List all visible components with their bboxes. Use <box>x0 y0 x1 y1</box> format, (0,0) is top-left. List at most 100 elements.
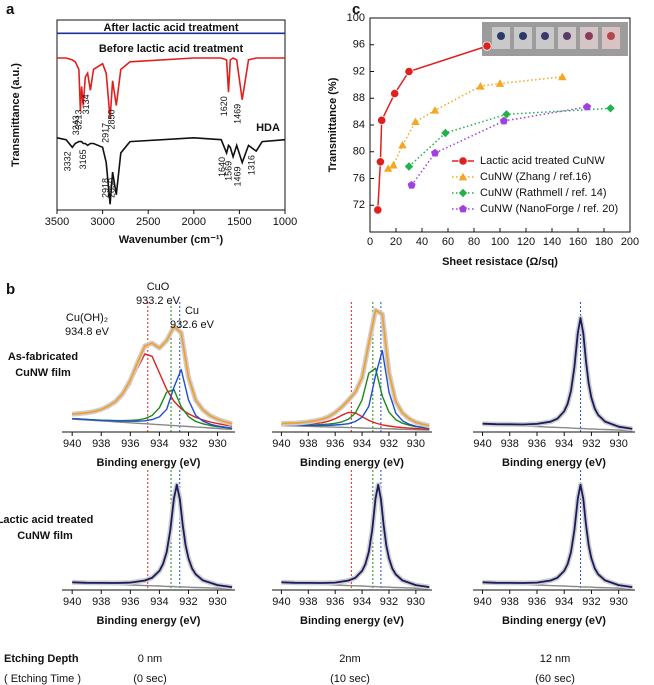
x-tick-label: 160 <box>569 236 587 248</box>
marker <box>404 162 414 171</box>
marker <box>482 41 492 51</box>
fit-line <box>482 483 633 588</box>
marker <box>502 110 511 119</box>
panel-label: c <box>352 1 360 18</box>
x-tick-label: 200 <box>621 236 639 248</box>
x-tick-label: 938 <box>299 438 317 450</box>
plot-frame <box>56 19 286 211</box>
etching-time-label: ( Etching Time ) <box>4 673 81 685</box>
series-label: After lactic acid treatment <box>103 22 238 34</box>
peak-label: 2850 <box>107 110 117 130</box>
y-tick-label: 92 <box>353 65 365 77</box>
marker <box>583 102 592 111</box>
x-axis-label: Binding energy (eV) <box>502 615 606 627</box>
x-tick-label: 934 <box>555 438 573 450</box>
etching-depth: 0 nm <box>138 653 162 665</box>
marker <box>407 181 416 189</box>
x-tick-label: 20 <box>390 236 402 248</box>
y-tick-label: 100 <box>347 12 365 24</box>
marker <box>458 188 468 198</box>
data-halo <box>281 307 430 429</box>
x-tick-label: 934 <box>353 438 371 450</box>
x-tick-label: 932 <box>380 438 398 450</box>
x-tick-label: 1500 <box>227 216 251 228</box>
x-tick-label: 936 <box>326 596 344 608</box>
x-tick-label: 940 <box>272 438 290 450</box>
series-line <box>377 45 488 210</box>
x-axis-label: Binding energy (eV) <box>97 615 201 627</box>
marker <box>389 160 398 169</box>
etching-depth-label: Etching Depth <box>4 653 79 665</box>
peak-annotation: Cu(OH)₂ <box>66 312 108 324</box>
data-halo <box>71 324 233 427</box>
x-tick-label: 930 <box>407 596 425 608</box>
y-tick-label: 84 <box>353 119 365 131</box>
x-tick-label: 934 <box>555 596 573 608</box>
x-axis-label: Binding energy (eV) <box>502 457 606 469</box>
marker <box>390 88 400 99</box>
x-tick-label: 940 <box>272 596 290 608</box>
peak-label: 3213 <box>74 110 84 130</box>
x-tick-label: 3500 <box>45 216 69 228</box>
inset-photo <box>482 22 628 56</box>
y-tick-label: 80 <box>353 146 365 158</box>
x-tick-label: 938 <box>92 596 110 608</box>
row-label: CuNW film <box>17 530 73 542</box>
x-axis-label: Binding energy (eV) <box>97 457 201 469</box>
x-tick-label: 932 <box>179 596 197 608</box>
x-tick-label: 1000 <box>273 216 297 228</box>
x-tick-label: 0 <box>367 236 373 248</box>
peak-label: 1469 <box>233 104 243 124</box>
x-tick-label: 930 <box>407 438 425 450</box>
x-tick-label: 932 <box>582 438 600 450</box>
marker <box>430 106 440 114</box>
x-tick-label: 936 <box>528 438 546 450</box>
data-halo <box>281 482 430 590</box>
peak-annotation: CuO <box>147 281 170 293</box>
y-tick-label: 72 <box>353 199 365 211</box>
marker <box>373 205 383 215</box>
series-label: Before lactic acid treatment <box>99 43 244 55</box>
y-axis-label: Transmittance (a.u.) <box>10 63 22 167</box>
peak-annotation: Cu <box>185 305 199 317</box>
data-halo <box>72 482 233 590</box>
x-tick-label: 80 <box>468 236 480 248</box>
x-tick-label: 940 <box>473 596 491 608</box>
marker <box>411 117 420 125</box>
x-axis-label: Wavenumber (cm⁻¹) <box>119 234 224 246</box>
peak-label: 3134 <box>81 94 91 114</box>
x-tick-label: 934 <box>150 438 168 450</box>
x-tick-label: 940 <box>63 438 81 450</box>
x-tick-label: 180 <box>595 236 613 248</box>
x-tick-label: 934 <box>150 596 168 608</box>
peak-label: 1620 <box>219 96 229 116</box>
x-tick-label: 2500 <box>136 216 160 228</box>
y-tick-label: 76 <box>353 172 365 184</box>
x-tick-label: 938 <box>299 596 317 608</box>
x-tick-label: 936 <box>121 438 139 450</box>
x-tick-label: 930 <box>208 596 226 608</box>
series-line <box>408 107 611 168</box>
marker <box>404 66 414 77</box>
x-tick-label: 40 <box>416 236 428 248</box>
x-tick-label: 100 <box>491 236 509 248</box>
x-tick-label: 930 <box>609 596 627 608</box>
x-tick-label: 932 <box>179 438 197 450</box>
legend-label: CuNW (Zhang / ref.16) <box>480 171 591 183</box>
etching-time: (10 sec) <box>330 673 370 685</box>
fit-line <box>72 325 233 425</box>
marker <box>476 82 485 90</box>
x-axis-label: Sheet resistace (Ω/sq) <box>442 256 558 268</box>
data-halo <box>482 482 633 590</box>
x-tick-label: 930 <box>609 438 627 450</box>
peak-annotation: 933.2 eV <box>136 295 181 307</box>
peak-label: 3332 <box>63 151 73 171</box>
peak-annotation: 932.6 eV <box>170 319 215 331</box>
x-tick-label: 936 <box>326 438 344 450</box>
fit-line <box>72 483 233 588</box>
marker <box>558 72 567 81</box>
marker <box>375 157 385 167</box>
peak-annotation: 934.8 eV <box>65 326 110 338</box>
marker <box>384 164 393 172</box>
etching-depth: 2nm <box>339 653 360 665</box>
